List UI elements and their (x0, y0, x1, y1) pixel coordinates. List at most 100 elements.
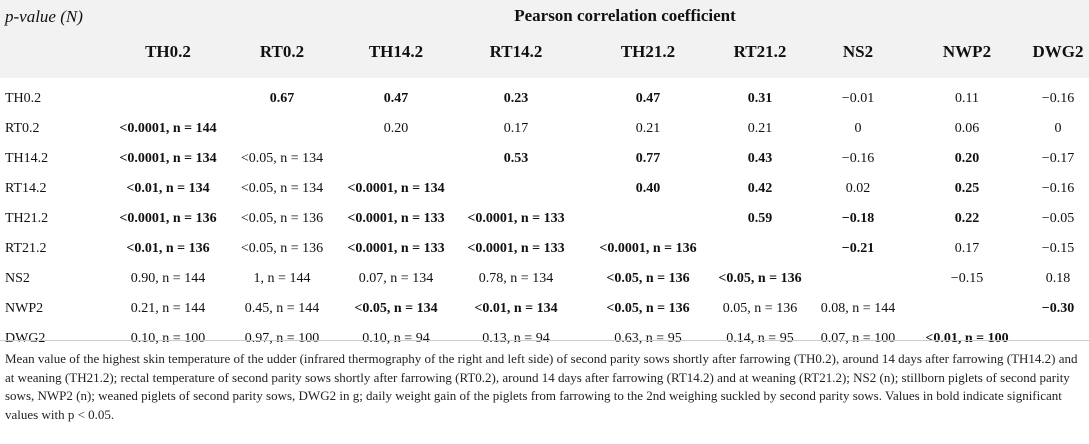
table-cell: <0.01, n = 100 (925, 331, 1009, 346)
table-row: TH14.2 <0.0001, n = 134 <0.05, n = 134 0.53… (0, 148, 1089, 172)
column-header-rt0-2: RT0.2 (259, 42, 305, 61)
table-cell: −0.18 (841, 211, 875, 226)
table-cell: −0.21 (841, 241, 875, 256)
table-cell: 0.97, n = 100 (244, 331, 320, 346)
table-cell: 0 (854, 121, 862, 136)
table-row: NWP2 0.21, n = 144 0.45, n = 144 <0.05, n =… (0, 298, 1089, 322)
table-cell: 0.05, n = 136 (722, 301, 798, 316)
table-cell: 0.23 (503, 91, 529, 106)
row-label: NS2 (5, 271, 30, 286)
table-cell: <0.0001, n = 133 (467, 211, 565, 226)
row-label: TH14.2 (5, 151, 49, 166)
table-cell: <0.0001, n = 136 (119, 211, 217, 226)
table-cell: −0.15 (1041, 241, 1075, 256)
table-cell: <0.0001, n = 134 (119, 151, 217, 166)
table-cell: −0.16 (841, 151, 875, 166)
table-cell: 0.02 (845, 181, 871, 196)
table-cell: <0.0001, n = 133 (467, 241, 565, 256)
column-header-th21-2: TH21.2 (620, 42, 676, 61)
table-cell: <0.05, n = 134 (240, 181, 324, 196)
table-row: RT21.2 <0.01, n = 136 <0.05, n = 136 <0.000… (0, 238, 1089, 262)
table-cell: 0.07, n = 100 (820, 331, 896, 346)
table-cell: <0.05, n = 136 (718, 271, 802, 286)
table-cell: 0.67 (269, 91, 295, 106)
table-cell: 0 (1054, 121, 1062, 136)
table-cell: 0.63, n = 95 (614, 331, 682, 346)
column-header-th0-2: TH0.2 (145, 42, 191, 61)
table-cell: 0.13, n = 94 (482, 331, 550, 346)
table-cell: 0.10, n = 94 (362, 331, 430, 346)
table-cell: 0.59 (747, 211, 773, 226)
table-cell: 0.21 (635, 121, 661, 136)
table-cell: −0.01 (841, 91, 875, 106)
table-cell: 0.40 (635, 181, 661, 196)
table-row: DWG2 0.10, n = 100 0.97, n = 100 0.10, n = … (0, 328, 1089, 352)
table-cell: 0.21 (747, 121, 773, 136)
table-bottom-rule (0, 340, 1089, 341)
table-cell: −0.16 (1041, 91, 1075, 106)
table-cell: <0.0001, n = 136 (599, 241, 697, 256)
table-cell: <0.0001, n = 133 (347, 211, 445, 226)
column-header-nwp2: NWP2 (942, 42, 992, 61)
table-cell: <0.05, n = 136 (240, 241, 324, 256)
row-label: TH21.2 (5, 211, 49, 226)
table-cell: 0.42 (747, 181, 773, 196)
table-row: RT0.2 <0.0001, n = 144 0.20 0.17 0.21 0.21 0 0.… (0, 118, 1089, 142)
table-header: p-value (N) Pearson correlation coeffici… (0, 0, 1089, 78)
table-cell: <0.0001, n = 133 (347, 241, 445, 256)
table-cell: <0.05, n = 136 (606, 301, 690, 316)
pvalue-header-p: p (5, 7, 14, 26)
table-cell: 0.08, n = 144 (820, 301, 896, 316)
column-header-rt21-2: RT21.2 (733, 42, 787, 61)
table-cell: 0.77 (635, 151, 661, 166)
pvalue-header: p-value (N) (5, 7, 83, 27)
table-cell: 0.45, n = 144 (244, 301, 320, 316)
table-cell: <0.01, n = 134 (126, 181, 210, 196)
table-cell: 0.18 (1045, 271, 1071, 286)
table-cell: 0.17 (503, 121, 529, 136)
row-label: RT0.2 (5, 121, 40, 136)
pvalue-header-rest: -value (N) (13, 7, 83, 26)
table-cell: <0.05, n = 134 (354, 301, 438, 316)
table-cell: 0.10, n = 100 (130, 331, 206, 346)
table-cell: <0.0001, n = 134 (347, 181, 445, 196)
table-cell: −0.15 (950, 271, 984, 286)
table-row: NS2 0.90, n = 144 1, n = 144 0.07, n = 134 0… (0, 268, 1089, 292)
table-cell: 0.17 (954, 241, 980, 256)
column-header-ns2: NS2 (842, 42, 874, 61)
table-cell: 0.14, n = 95 (726, 331, 794, 346)
table-cell: <0.05, n = 134 (240, 151, 324, 166)
table-row: TH0.2 0.67 0.47 0.23 0.47 0.31 −0.01 0.11 −0.16 (0, 88, 1089, 112)
table-cell: 0.06 (954, 121, 980, 136)
table-cell: 0.07, n = 134 (358, 271, 434, 286)
row-label: NWP2 (5, 301, 44, 316)
pearson-header: Pearson correlation coefficient (514, 6, 736, 25)
table-cell: 1, n = 144 (253, 271, 311, 286)
table-cell: 0.47 (383, 91, 409, 106)
table-cell: −0.17 (1041, 151, 1075, 166)
table-cell: 0.78, n = 134 (478, 271, 554, 286)
column-header-th14-2: TH14.2 (368, 42, 424, 61)
table-cell: 0.20 (954, 151, 980, 166)
table-cell: <0.05, n = 136 (240, 211, 324, 226)
table-cell: 0.22 (954, 211, 980, 226)
row-label: DWG2 (5, 331, 46, 346)
table-cell: 0.11 (955, 91, 979, 106)
table-cell: 0.43 (747, 151, 773, 166)
table-cell: <0.01, n = 134 (474, 301, 558, 316)
table-footnote: Mean value of the highest skin temperatu… (5, 351, 1078, 422)
table-cell: 0.21, n = 144 (130, 301, 206, 316)
table-cell: <0.01, n = 136 (126, 241, 210, 256)
column-header-dwg2: DWG2 (1032, 42, 1084, 61)
table-row: RT14.2 <0.01, n = 134 <0.05, n = 134 <0.000… (0, 178, 1089, 202)
table-cell: 0.53 (503, 151, 529, 166)
table-cell: 0.20 (383, 121, 409, 136)
table-cell: <0.0001, n = 144 (119, 121, 217, 136)
row-label: RT14.2 (5, 181, 47, 196)
table-row: TH21.2 <0.0001, n = 136 <0.05, n = 136 <0.0… (0, 208, 1089, 232)
row-label: TH0.2 (5, 91, 42, 106)
row-label: RT21.2 (5, 241, 47, 256)
table-cell: 0.90, n = 144 (130, 271, 206, 286)
table-cell: 0.25 (954, 181, 980, 196)
